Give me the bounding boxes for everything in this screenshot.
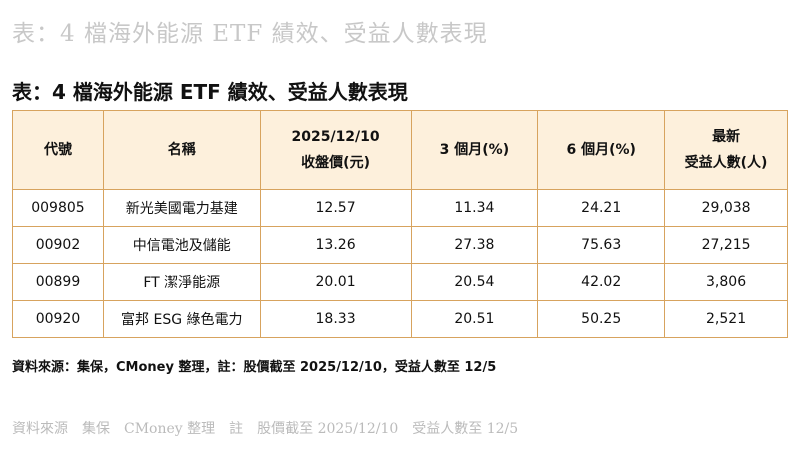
header-line: 6 個月(%) (566, 142, 636, 158)
header-row: 代號 名稱 2025/12/10 收盤價(元) 3 個月(%) 6 個月(%) 最新受益人數… (12, 110, 788, 190)
table-cell: 中信電池及儲能 (102, 226, 261, 264)
table-cell: 50.25 (537, 300, 666, 338)
table-cell: 27.38 (410, 226, 539, 264)
column-header: 6 個月(%) (537, 110, 666, 190)
table-cell: 009805 (12, 189, 104, 227)
table-row: 009805 新光美國電力基建 12.57 11.34 24.21 29,038 (12, 189, 788, 227)
table-cell: FT 潔淨能源 (102, 263, 261, 301)
table-cell: 3,806 (664, 263, 788, 301)
column-header: 3 個月(%) (410, 110, 539, 190)
header-line: 名稱 (167, 142, 196, 158)
table: 代號 名稱 2025/12/10 收盤價(元) 3 個月(%) 6 個月(%) 最新受益人數… (12, 110, 788, 338)
column-header: 最新受益人數(人) (664, 110, 788, 190)
table-cell: 00899 (12, 263, 104, 301)
table-cell: 13.26 (259, 226, 412, 264)
table-row: 00902 中信電池及儲能 13.26 27.38 75.63 27,215 (12, 226, 788, 264)
table-cell: 18.33 (259, 300, 412, 338)
table-cell: 20.54 (410, 263, 539, 301)
table-cell: 富邦 ESG 綠色電力 (102, 300, 261, 338)
title: 表：4 檔海外能源 ETF 績效、受益人數表現 (12, 80, 408, 104)
header-line: 代號 (43, 142, 72, 158)
column-header: 2025/12/10 收盤價(元) (259, 110, 412, 190)
table-body: 009805 新光美國電力基建 12.57 11.34 24.21 29,038 00902… (12, 189, 788, 338)
header-line: 2025/12/10 (291, 129, 380, 145)
table-cell: 2,521 (664, 300, 788, 338)
table-cell: 42.02 (537, 263, 666, 301)
header-line: 受益人數(人) (684, 155, 768, 171)
header-line: 最新 (712, 129, 741, 145)
column-header: 代號 (12, 110, 104, 190)
table-row: 00920 富邦 ESG 綠色電力 18.33 20.51 50.25 2,521 (12, 300, 788, 338)
table-cell: 20.01 (259, 263, 412, 301)
table-cell: 12.57 (259, 189, 412, 227)
table-cell: 75.63 (537, 226, 666, 264)
table-cell: 27,215 (664, 226, 788, 264)
table-cell: 新光美國電力基建 (102, 189, 261, 227)
watermark: 資料來源 集保 CMoney 整理 註 股價截至 2025/12/10 受益人數… (12, 421, 519, 437)
watermark: 表：4 檔海外能源 ETF 績效、受益人數表現 (12, 21, 488, 47)
table-row: 00899 FT 潔淨能源 20.01 20.54 42.02 3,806 (12, 263, 788, 301)
table-cell: 00902 (12, 226, 104, 264)
footnote: 資料來源：集保，CMoney 整理，註：股價截至 2025/12/10，受益人數… (12, 360, 497, 375)
table-cell: 00920 (12, 300, 104, 338)
header-line: 收盤價(元) (301, 155, 370, 171)
table-cell: 20.51 (410, 300, 539, 338)
table-cell: 29,038 (664, 189, 788, 227)
table-cell: 11.34 (410, 189, 539, 227)
column-header: 名稱 (102, 110, 261, 190)
header-line: 3 個月(%) (439, 142, 510, 158)
table-cell: 24.21 (537, 189, 666, 227)
